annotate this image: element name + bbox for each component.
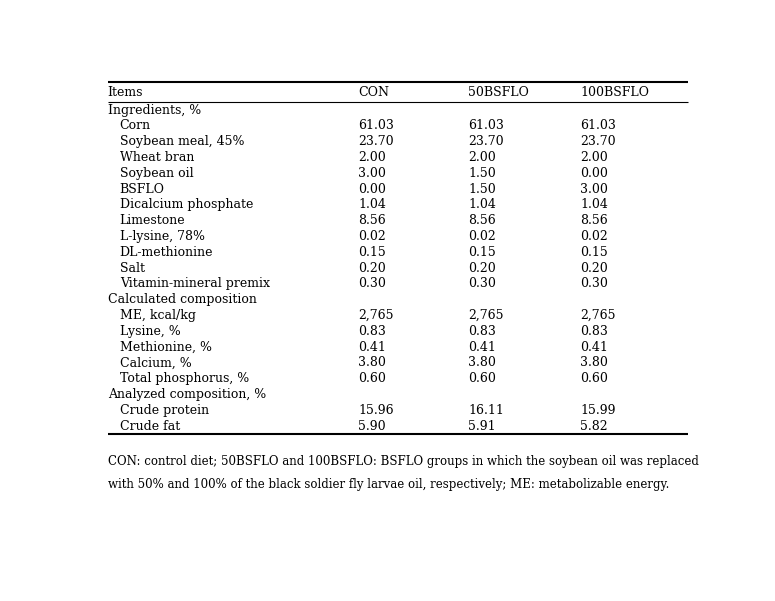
Text: Salt: Salt [119, 261, 145, 275]
Text: 1.04: 1.04 [468, 198, 496, 212]
Text: 5.91: 5.91 [468, 419, 496, 433]
Text: 2.00: 2.00 [580, 151, 608, 164]
Text: 0.60: 0.60 [358, 372, 386, 385]
Text: Items: Items [108, 87, 143, 99]
Text: Wheat bran: Wheat bran [119, 151, 194, 164]
Text: CON: CON [358, 87, 389, 99]
Text: 0.30: 0.30 [580, 278, 608, 290]
Text: 2,765: 2,765 [580, 309, 616, 322]
Text: 0.30: 0.30 [468, 278, 496, 290]
Text: 3.00: 3.00 [358, 167, 386, 180]
Text: 3.80: 3.80 [580, 356, 608, 370]
Text: 3.80: 3.80 [468, 356, 496, 370]
Text: 5.90: 5.90 [358, 419, 386, 433]
Text: 0.15: 0.15 [358, 246, 386, 259]
Text: with 50% and 100% of the black soldier fly larvae oil, respectively; ME: metabol: with 50% and 100% of the black soldier f… [108, 478, 669, 491]
Text: 0.02: 0.02 [580, 230, 608, 243]
Text: 0.20: 0.20 [468, 261, 496, 275]
Text: Calculated composition: Calculated composition [108, 293, 257, 306]
Text: 61.03: 61.03 [468, 120, 504, 132]
Text: Corn: Corn [119, 120, 151, 132]
Text: 8.56: 8.56 [358, 214, 386, 227]
Text: 3.80: 3.80 [358, 356, 386, 370]
Text: Soybean meal, 45%: Soybean meal, 45% [119, 135, 244, 148]
Text: 0.41: 0.41 [580, 341, 608, 353]
Text: 61.03: 61.03 [580, 120, 616, 132]
Text: 2,765: 2,765 [358, 309, 394, 322]
Text: Calcium, %: Calcium, % [119, 356, 191, 370]
Text: 0.02: 0.02 [358, 230, 386, 243]
Text: 0.00: 0.00 [358, 183, 386, 195]
Text: Ingredients, %: Ingredients, % [108, 103, 201, 117]
Text: Vitamin-mineral premix: Vitamin-mineral premix [119, 278, 270, 290]
Text: 50BSFLO: 50BSFLO [468, 87, 529, 99]
Text: 15.96: 15.96 [358, 404, 394, 417]
Text: 8.56: 8.56 [580, 214, 608, 227]
Text: Dicalcium phosphate: Dicalcium phosphate [119, 198, 253, 212]
Text: 2.00: 2.00 [468, 151, 496, 164]
Text: 1.04: 1.04 [358, 198, 386, 212]
Text: 23.70: 23.70 [468, 135, 504, 148]
Text: 0.83: 0.83 [358, 325, 386, 338]
Text: 3.00: 3.00 [580, 183, 608, 195]
Text: 1.50: 1.50 [468, 183, 496, 195]
Text: 0.02: 0.02 [468, 230, 496, 243]
Text: DL-methionine: DL-methionine [119, 246, 213, 259]
Text: 0.15: 0.15 [580, 246, 608, 259]
Text: ME, kcal/kg: ME, kcal/kg [119, 309, 196, 322]
Text: Lysine, %: Lysine, % [119, 325, 181, 338]
Text: CON: control diet; 50BSFLO and 100BSFLO: BSFLO groups in which the soybean oil w: CON: control diet; 50BSFLO and 100BSFLO:… [108, 455, 698, 468]
Text: 0.20: 0.20 [358, 261, 386, 275]
Text: 0.00: 0.00 [580, 167, 608, 180]
Text: 2,765: 2,765 [468, 309, 504, 322]
Text: 100BSFLO: 100BSFLO [580, 87, 649, 99]
Text: Total phosphorus, %: Total phosphorus, % [119, 372, 249, 385]
Text: 15.99: 15.99 [580, 404, 616, 417]
Text: 16.11: 16.11 [468, 404, 504, 417]
Text: Soybean oil: Soybean oil [119, 167, 193, 180]
Text: 2.00: 2.00 [358, 151, 386, 164]
Text: 8.56: 8.56 [468, 214, 496, 227]
Text: L-lysine, 78%: L-lysine, 78% [119, 230, 205, 243]
Text: 0.41: 0.41 [358, 341, 386, 353]
Text: 5.82: 5.82 [580, 419, 608, 433]
Text: BSFLO: BSFLO [119, 183, 165, 195]
Text: 0.15: 0.15 [468, 246, 496, 259]
Text: Limestone: Limestone [119, 214, 185, 227]
Text: Methionine, %: Methionine, % [119, 341, 212, 353]
Text: 1.50: 1.50 [468, 167, 496, 180]
Text: 61.03: 61.03 [358, 120, 394, 132]
Text: Crude fat: Crude fat [119, 419, 180, 433]
Text: Crude protein: Crude protein [119, 404, 208, 417]
Text: 0.60: 0.60 [580, 372, 608, 385]
Text: 0.83: 0.83 [580, 325, 608, 338]
Text: Analyzed composition, %: Analyzed composition, % [108, 388, 266, 401]
Text: 0.30: 0.30 [358, 278, 386, 290]
Text: 23.70: 23.70 [358, 135, 394, 148]
Text: 0.20: 0.20 [580, 261, 608, 275]
Text: 23.70: 23.70 [580, 135, 616, 148]
Text: 0.41: 0.41 [468, 341, 496, 353]
Text: 1.04: 1.04 [580, 198, 608, 212]
Text: 0.60: 0.60 [468, 372, 496, 385]
Text: 0.83: 0.83 [468, 325, 496, 338]
